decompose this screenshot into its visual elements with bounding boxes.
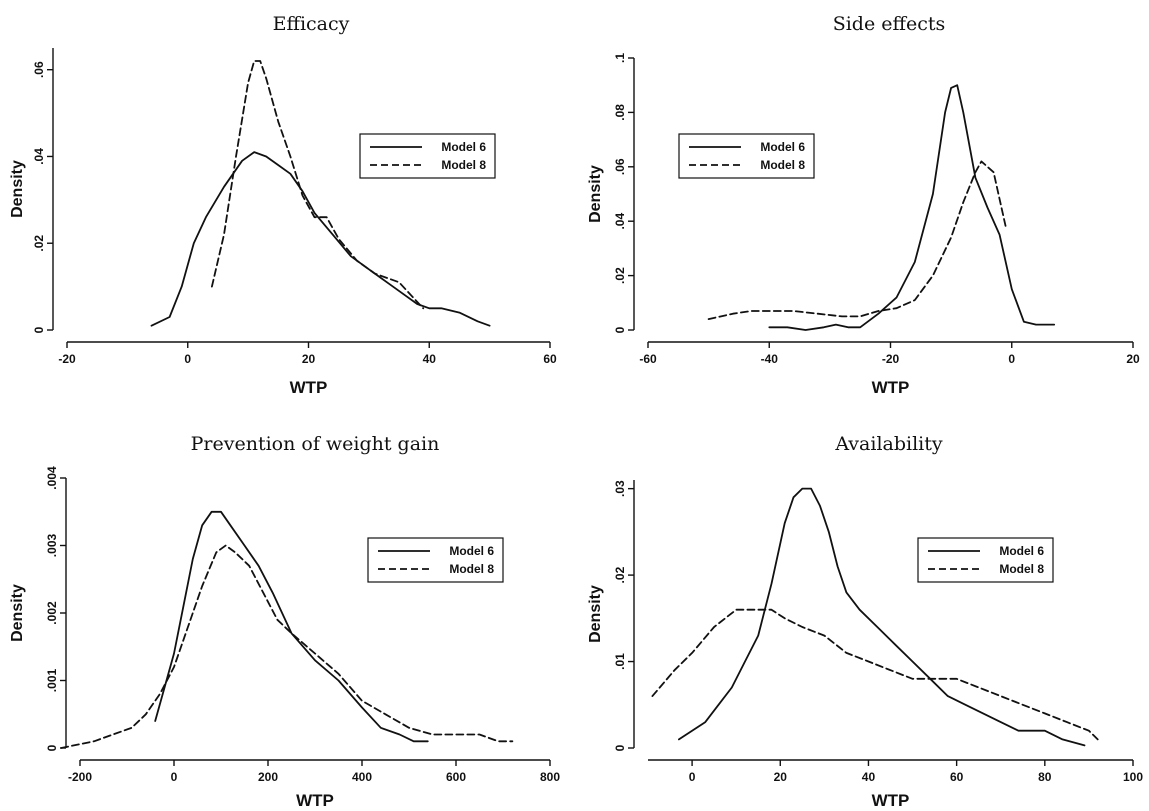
legend-label: Model 6 [449,544,494,558]
x-tick-label: 20 [774,770,788,784]
y-axis-label: Density [9,584,26,642]
y-tick-label: .02 [613,267,627,284]
y-tick-label: 0 [613,326,627,333]
y-tick-label: 0 [32,326,46,333]
series-line-model-8 [210,60,425,310]
x-axis-label: WTP [872,791,910,810]
legend-label: Model 8 [441,158,486,172]
x-tick-label: 40 [862,770,876,784]
y-tick-label: .06 [32,61,46,78]
legend-label: Model 8 [999,562,1044,576]
chart-title: Side effects [833,13,946,35]
y-tick-label: .06 [613,158,627,175]
x-tick-label: -200 [68,770,92,784]
x-axis-label: WTP [290,378,328,397]
y-tick-label: 0 [45,744,59,751]
y-tick-label: .003 [45,533,59,557]
x-tick-label: 400 [352,770,372,784]
x-tick-label: 60 [950,770,964,784]
x-tick-label: 200 [258,770,278,784]
y-tick-label: .002 [45,601,59,625]
legend: Model 6 Model 8 [367,537,504,583]
legend-box [917,537,1054,583]
y-tick-label: .1 [613,53,627,63]
legend-label: Model 6 [441,140,486,154]
x-tick-label: 600 [446,770,466,784]
y-tick-label: .08 [613,104,627,121]
legend: Model 6 Model 8 [359,133,496,179]
chart-panel-2: Side effects 0 .02 .04 .06 .08 .1 -60 -40 -20 0 20 W… [587,13,1140,397]
legend-label: Model 6 [760,140,805,154]
y-tick-label: .01 [613,653,627,670]
x-tick-label: -20 [58,352,76,366]
series-line-model-6 [768,84,1056,331]
legend: Model 6 Model 8 [917,537,1054,583]
y-axis-label: Density [587,585,604,643]
series-line-model-8 [707,160,1007,321]
x-axis-label: WTP [872,378,910,397]
x-tick-label: 0 [689,770,696,784]
x-tick-label: 80 [1038,770,1052,784]
legend: Model 6 Model 8 [678,133,815,179]
y-tick-label: .001 [45,668,59,692]
x-tick-label: 100 [1123,770,1143,784]
chart-panel-3: Prevention of weight gain 0 .001 .002 .003 .0… [9,433,560,810]
x-tick-label: 20 [1126,352,1140,366]
series-line-model-6 [154,510,429,743]
y-tick-label: .02 [32,235,46,252]
series-line-model-8 [651,608,1099,741]
y-tick-label: .03 [613,480,627,497]
legend-box [678,133,815,179]
legend-box [359,133,496,179]
y-axis-label: Density [587,165,604,223]
x-tick-label: 20 [302,352,316,366]
legend-label: Model 6 [999,544,1044,558]
y-tick-label: .02 [613,566,627,583]
y-tick-label: 0 [613,744,627,751]
x-tick-label: 0 [184,352,191,366]
x-tick-label: 40 [423,352,437,366]
series-line-model-8 [60,544,514,749]
x-tick-label: 0 [1008,352,1015,366]
legend-box [367,537,504,583]
x-tick-label: 60 [543,352,557,366]
x-axis-label: WTP [296,791,334,810]
x-tick-label: -60 [639,352,657,366]
y-axis-label: Density [9,160,26,218]
legend-label: Model 8 [760,158,805,172]
chart-panel-4: Availability 0 .01 .02 .03 0 20 40 60 80 100 WTP Den… [587,433,1143,810]
x-tick-label: 800 [540,770,560,784]
y-tick-label: .04 [32,148,46,165]
y-tick-label: .04 [613,213,627,230]
legend-label: Model 8 [449,562,494,576]
x-tick-label: -40 [761,352,779,366]
x-tick-label: 0 [171,770,178,784]
y-tick-label: .004 [45,466,59,490]
x-tick-label: -20 [882,352,900,366]
series-line-model-6 [150,151,491,327]
chart-panel-1: Efficacy 0 .02 .04 .06 -20 0 20 40 60 WTP Density Mo… [9,13,557,397]
chart-title: Efficacy [273,13,350,35]
series-line-model-6 [678,487,1086,747]
chart-title: Prevention of weight gain [191,433,440,455]
chart-title: Availability [834,433,943,455]
